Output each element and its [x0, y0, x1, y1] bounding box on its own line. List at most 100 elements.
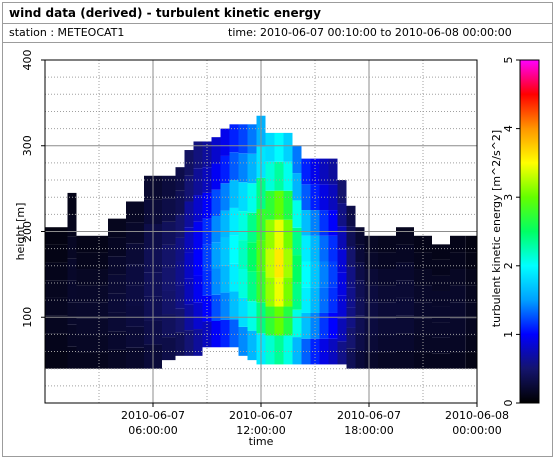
- heatmap-cell: [337, 249, 347, 273]
- heatmap-cell: [364, 318, 378, 336]
- heatmap-cell: [220, 319, 230, 348]
- heatmap-cell: [58, 244, 68, 263]
- heatmap-cell: [175, 285, 185, 309]
- heatmap-cell: [126, 222, 144, 244]
- heatmap-cell: [162, 175, 176, 199]
- heatmap-cell: [238, 269, 248, 298]
- y-axis-label: height [m]: [14, 203, 27, 261]
- heatmap-cell: [58, 297, 68, 316]
- heatmap-cell: [465, 269, 477, 286]
- x-tick-label-date: 2010-06-07: [337, 409, 401, 422]
- heatmap-cell: [396, 351, 414, 369]
- heatmap-cell: [274, 306, 284, 336]
- heatmap-cell: [283, 161, 293, 191]
- colorbar: 0 1 2 3 4 5: [502, 57, 540, 407]
- y-tick-label: 200: [21, 221, 34, 242]
- heatmap-cell: [108, 349, 126, 369]
- heatmap-column: [328, 158, 338, 365]
- heatmap-cell: [265, 277, 275, 307]
- heatmap-cell: [162, 198, 176, 222]
- heatmap-column: [292, 145, 302, 365]
- heatmap-cell: [432, 259, 450, 276]
- heatmap-cell: [414, 302, 432, 319]
- heatmap-cell: [175, 214, 185, 238]
- heatmap-cell: [247, 271, 257, 302]
- heatmap-cell: [67, 346, 77, 369]
- axes: 100 200 300 400 2010-06-07 06:00:00 2010-06-07…: [21, 50, 509, 438]
- heatmap-column: [162, 175, 176, 361]
- heatmap-cell: [346, 287, 356, 308]
- heatmap-cell: [396, 333, 414, 352]
- heatmap-column: [346, 205, 356, 369]
- heatmap-cell: [162, 290, 176, 315]
- heatmap-cell: [229, 291, 239, 320]
- heatmap-cell: [229, 235, 239, 264]
- heatmap-column: [90, 235, 108, 369]
- heatmap-cell: [247, 124, 257, 154]
- heatmap-cell: [432, 306, 450, 323]
- heatmap-cell: [211, 268, 221, 295]
- heatmap-cell: [247, 212, 257, 243]
- heatmap-cell: [292, 145, 302, 174]
- time-range-label: time: 2010-06-07 00:10:00 to 2010-06-08 …: [228, 26, 512, 39]
- heatmap-cell: [292, 173, 302, 201]
- heatmap-cell: [328, 261, 338, 288]
- heatmap-cell: [396, 244, 414, 263]
- heatmap-cell: [193, 221, 203, 249]
- heatmap-cell: [162, 244, 176, 268]
- heatmap-cell: [355, 227, 365, 245]
- heatmap-cell: [76, 302, 90, 319]
- heatmap-cell: [184, 175, 194, 202]
- heatmap-column: [108, 218, 126, 369]
- heatmap-cell: [396, 297, 414, 316]
- x-tick-label-date: 2010-06-08: [445, 409, 509, 422]
- heatmap-cell: [211, 137, 221, 164]
- heatmap-cell: [274, 190, 284, 220]
- heatmap-cell: [396, 227, 414, 245]
- heatmap-cell: [58, 315, 68, 334]
- heatmap-column: [283, 132, 293, 365]
- heatmap-column: [175, 167, 185, 356]
- heatmap-cell: [76, 285, 90, 303]
- heatmap-cell: [283, 277, 293, 307]
- heatmap-cell: [126, 347, 144, 369]
- colorbar-tick-label: 4: [502, 125, 515, 132]
- heatmap-cell: [90, 235, 108, 253]
- x-tick-label-time: 12:00:00: [236, 424, 285, 437]
- heatmap-cell: [346, 205, 356, 227]
- heatmap-cell: [67, 324, 77, 347]
- heatmap-column: [202, 141, 212, 348]
- heatmap-cell: [175, 167, 185, 191]
- heatmap-column: [432, 244, 450, 369]
- title-bar: wind data (derived) - turbulent kinetic …: [3, 3, 552, 24]
- heatmap-cell: [432, 244, 450, 260]
- heatmap-column: [378, 235, 396, 369]
- heatmap-cell: [265, 132, 275, 162]
- heatmap-cell: [301, 312, 311, 339]
- heatmap-cell: [283, 306, 293, 336]
- heatmap-cell: [211, 215, 221, 243]
- heatmap-cell: [328, 312, 338, 339]
- heatmap-cell: [355, 262, 365, 281]
- heatmap-column: [238, 124, 248, 356]
- heatmap-cell: [450, 352, 466, 369]
- heatmap-cell: [162, 337, 176, 361]
- heatmap-cell: [193, 248, 203, 276]
- heatmap-cell: [229, 263, 239, 292]
- heatmap-cell: [414, 235, 432, 253]
- heatmap-cell: [301, 210, 311, 236]
- heatmap-cell: [465, 318, 477, 336]
- heatmap-cell: [337, 318, 347, 342]
- heatmap-cell: [162, 221, 176, 245]
- heatmap-cell: [337, 341, 347, 365]
- heatmap-column: [465, 235, 477, 369]
- heatmap-cell: [220, 128, 230, 156]
- heatmap-cell: [378, 302, 396, 319]
- heatmap-cell: [465, 235, 477, 253]
- heatmap-cell: [76, 269, 90, 286]
- heatmap-cell: [283, 132, 293, 162]
- heatmap-cell: [126, 285, 144, 306]
- heatmap-cell: [364, 352, 378, 369]
- heatmap-cell: [58, 227, 68, 245]
- x-axis-label: time: [249, 435, 274, 448]
